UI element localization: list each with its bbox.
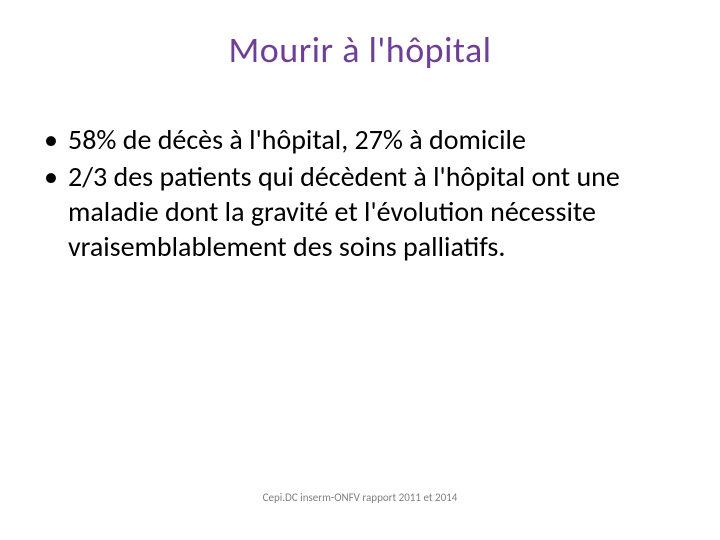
bullet-list: • 58% de décès à l'hôpital, 27% à domici…	[40, 122, 680, 264]
slide-title: Mourir à l'hôpital	[0, 0, 720, 72]
bullet-icon: •	[44, 122, 58, 157]
content-block: • 58% de décès à l'hôpital, 27% à domici…	[40, 122, 680, 266]
slide: Mourir à l'hôpital • 58% de décès à l'hô…	[0, 0, 720, 540]
list-item-text: 2/3 des patients qui décèdent à l'hôpita…	[68, 159, 620, 264]
bullet-icon: •	[44, 159, 58, 194]
list-item: • 2/3 des patients qui décèdent à l'hôpi…	[40, 159, 680, 264]
list-item: • 58% de décès à l'hôpital, 27% à domici…	[40, 122, 680, 157]
list-item-text: 58% de décès à l'hôpital, 27% à domicile	[68, 122, 526, 157]
footer-citation: Cepi.DC inserm-ONFV rapport 2011 et 2014	[0, 491, 720, 504]
